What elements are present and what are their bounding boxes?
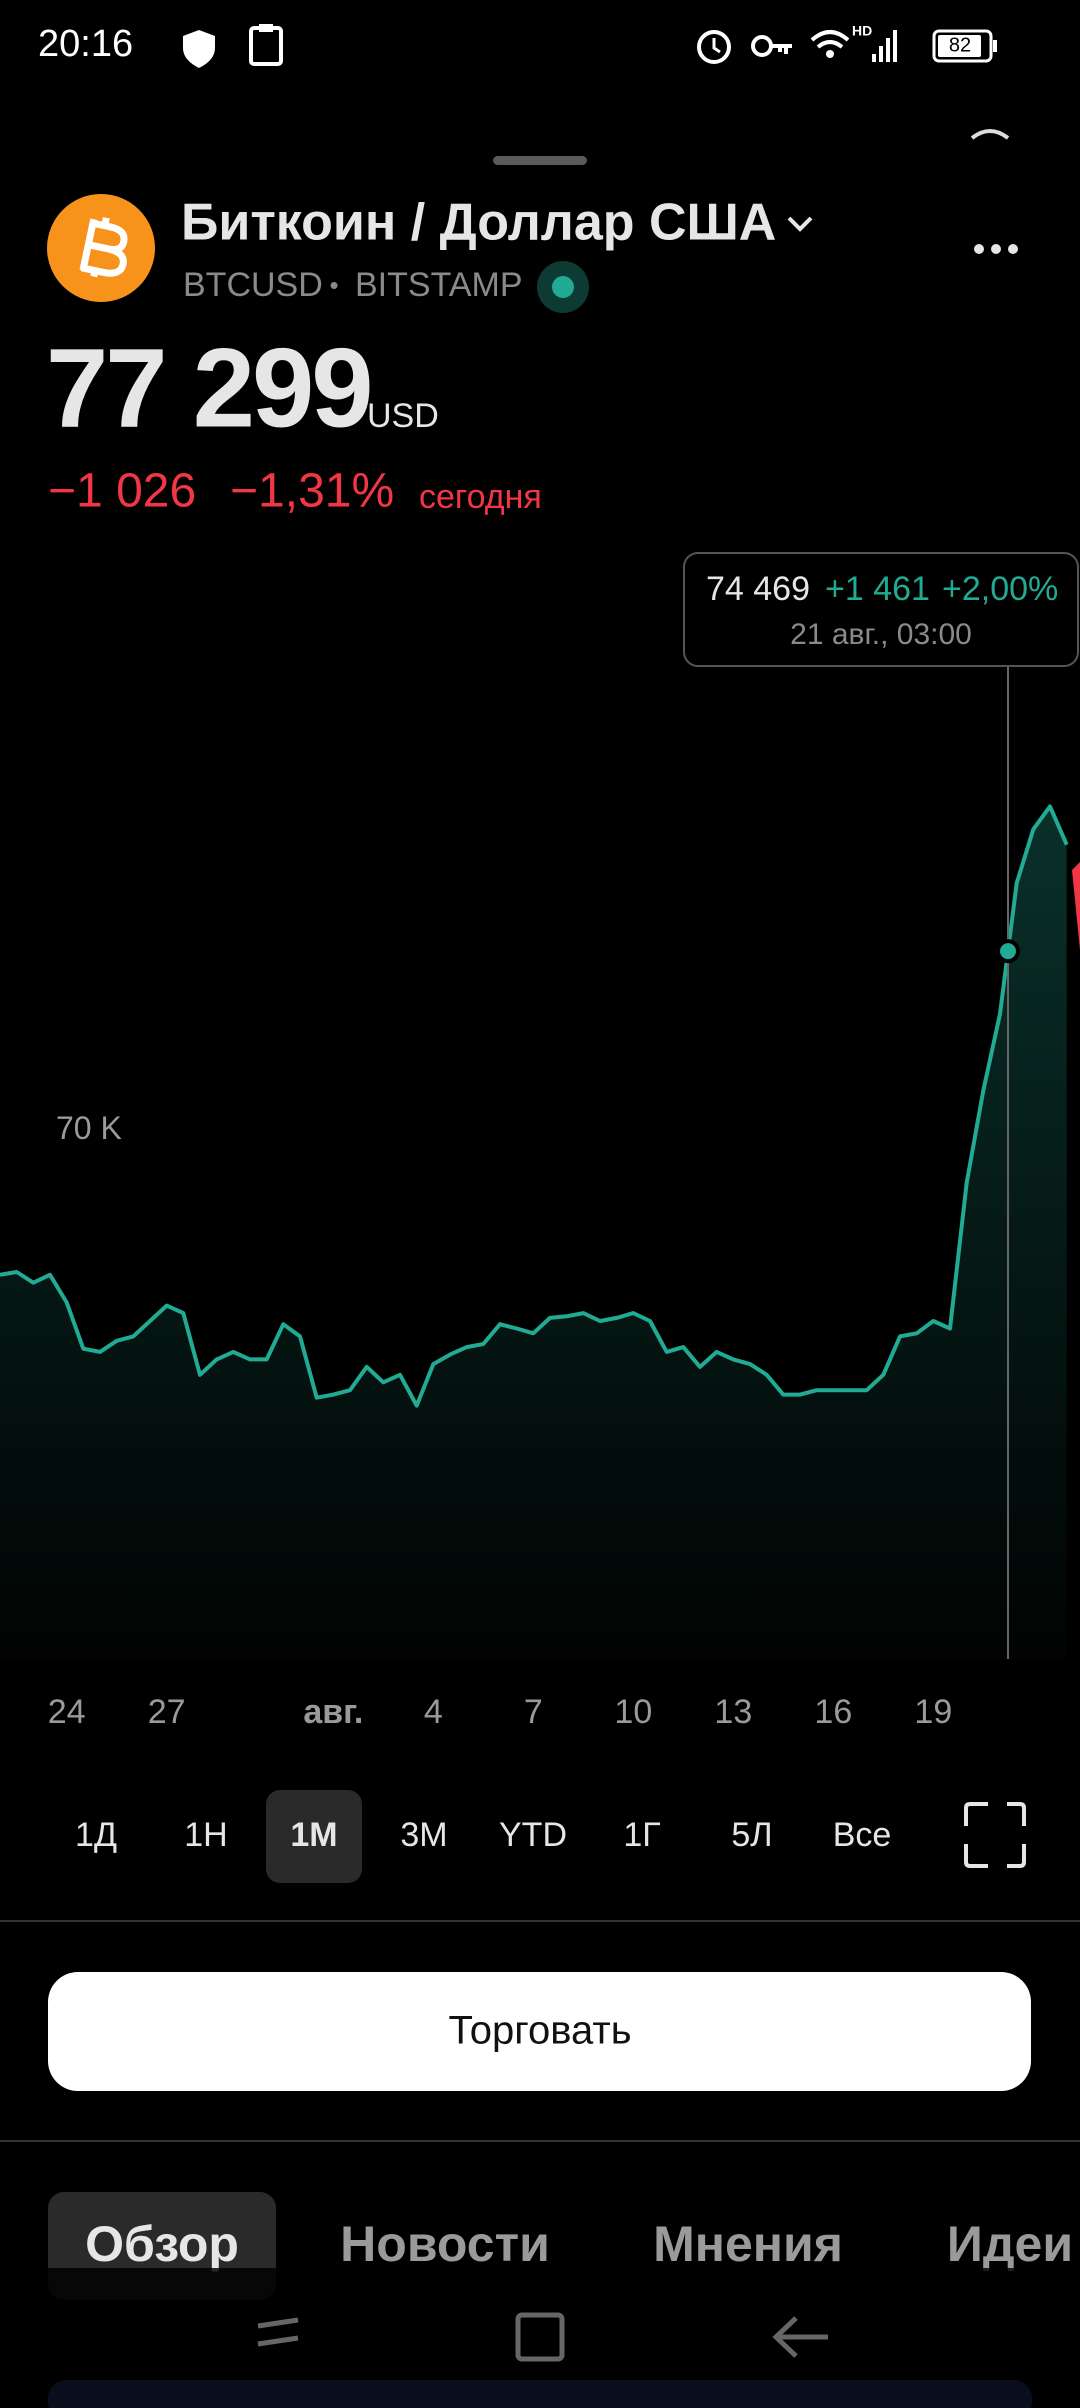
change-percent: −1,31% [230, 465, 394, 518]
key-shaft [771, 44, 792, 54]
alarm-icon [697, 30, 731, 64]
battery-icon [932, 29, 993, 63]
separator: • [329, 270, 338, 300]
more-dot[interactable] [991, 244, 1001, 254]
live-dot [552, 276, 574, 298]
recents-button[interactable] [257, 2317, 299, 2347]
tooltip-change: +1 461 [825, 570, 930, 608]
currency: USD [367, 397, 439, 435]
tooltip-price: 74 469 [706, 570, 810, 608]
price-line [0, 804, 1069, 1408]
network-label: HD [852, 23, 872, 39]
more-dot[interactable] [1008, 244, 1018, 254]
crosshair-dot [996, 939, 1020, 964]
status-time: 20:16 [38, 23, 133, 65]
x-tick-label: 19 [914, 1693, 952, 1731]
range-option[interactable]: YTD [499, 1816, 567, 1854]
battery-label: 82 [949, 34, 971, 56]
more-dot[interactable] [974, 244, 984, 254]
fullscreen-button[interactable] [964, 1802, 1026, 1868]
y-tick-label: 70 K [56, 1110, 122, 1146]
range-selected-bg [266, 1790, 362, 1883]
area [0, 806, 1067, 1659]
tab[interactable]: Мнения [653, 2216, 843, 2272]
tab[interactable]: Новости [340, 2216, 550, 2272]
battery-tip [993, 40, 997, 52]
tooltip-change-percent: +2,00% [942, 570, 1058, 608]
clipboard-clip [259, 24, 273, 32]
ticker: BTCUSD [183, 266, 323, 304]
range-option[interactable]: Все [833, 1816, 892, 1854]
x-tick-label: 24 [48, 1693, 86, 1731]
bottom-panel [48, 2380, 1032, 2408]
range-option[interactable]: 1М [290, 1816, 337, 1854]
x-tick-label: 4 [424, 1693, 443, 1731]
x-tick-label: 7 [524, 1693, 543, 1731]
range-option[interactable]: 1Г [623, 1816, 660, 1854]
price: 77 299 [46, 326, 371, 451]
x-tick-label: 13 [714, 1693, 752, 1731]
wifi-dot [826, 50, 834, 58]
range-option[interactable]: 1Н [184, 1816, 227, 1854]
range-option[interactable]: 1Д [75, 1816, 117, 1854]
trade-button[interactable] [48, 1972, 1031, 2091]
price-chart[interactable]: 70 K 24 27 авг. 4 7 10 13 16 19 74 469 +1 461 +2,00%… [0, 552, 1080, 1731]
drag-handle [493, 156, 587, 165]
range-option[interactable]: 5Л [731, 1816, 772, 1854]
shield-icon [183, 30, 215, 68]
range-selector: 1Д 1Н 1М 3М YTD 1Г 5Л Все [75, 1790, 891, 1883]
tooltip-time: 21 авг., 03:00 [790, 618, 972, 651]
last-price-marker [1072, 862, 1080, 950]
change-period: сегодня [419, 478, 542, 516]
battery-level [938, 35, 981, 57]
tab[interactable]: Идеи [947, 2216, 1073, 2272]
back-button[interactable] [772, 2316, 828, 2358]
exchange: BITSTAMP [355, 266, 523, 304]
change: −1 026 [48, 465, 196, 518]
bitcoin-symbol [79, 217, 128, 278]
x-tick-label: авг. [303, 1693, 363, 1731]
x-tick-label: 27 [148, 1693, 186, 1731]
signal-icon [872, 30, 897, 62]
x-tick-label: 16 [814, 1693, 852, 1731]
home-button[interactable] [515, 2312, 565, 2362]
title-chevron[interactable] [787, 216, 813, 232]
partial-icon [970, 129, 1010, 140]
wifi-icon [810, 30, 850, 49]
tab-bar: Обзор Новости Мнения Идеи [48, 2192, 1073, 2300]
x-tick-label: 10 [614, 1693, 652, 1731]
tab[interactable]: Обзор [85, 2216, 239, 2272]
alarm-hands [712, 38, 721, 54]
range-option[interactable]: 3М [400, 1816, 447, 1854]
tooltip-box [683, 552, 1079, 667]
trade-button-label[interactable]: Торговать [448, 2009, 631, 2053]
symbol-title[interactable]: Биткоин / Доллар США [181, 194, 776, 252]
